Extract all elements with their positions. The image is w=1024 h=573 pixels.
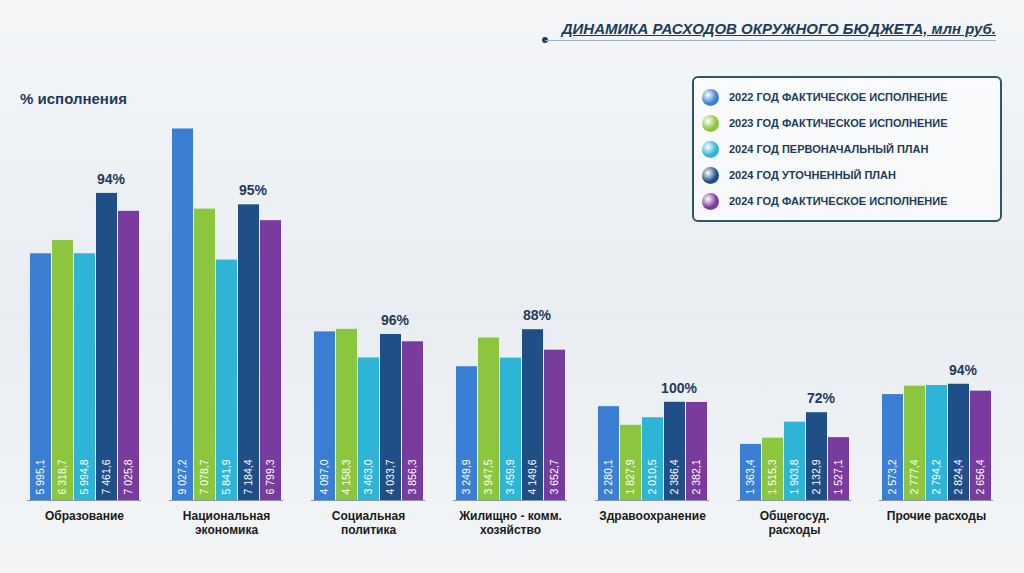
svg-text:2 794,2: 2 794,2 <box>930 459 942 494</box>
svg-text:4 033,7: 4 033,7 <box>384 459 396 494</box>
svg-text:7 461,6: 7 461,6 <box>100 459 112 494</box>
svg-text:2 280,1: 2 280,1 <box>602 459 614 494</box>
svg-text:Общегосуд.расходы: Общегосуд.расходы <box>760 509 830 537</box>
html-text:2024 ГОД ПЕРВОНАЧАЛЬНЫЙ ПЛАН: 2024 ГОД ПЕРВОНАЧАЛЬНЫЙ ПЛАН <box>729 143 929 155</box>
svg-text:1 515,3: 1 515,3 <box>766 459 778 494</box>
svg-text:3 249,9: 3 249,9 <box>460 459 472 494</box>
svg-text:96%: 96% <box>381 312 410 328</box>
svg-text:2 010,5: 2 010,5 <box>646 459 658 494</box>
html-text:% исполнения: % исполнения <box>20 90 127 107</box>
svg-text:4 149,6: 4 149,6 <box>526 459 538 494</box>
svg-text:2 656,4: 2 656,4 <box>974 459 986 494</box>
svg-text:3 459,9: 3 459,9 <box>504 459 516 494</box>
svg-text:5 995,1: 5 995,1 <box>34 459 46 494</box>
svg-text:1 827,9: 1 827,9 <box>624 459 636 494</box>
svg-text:7 078,7: 7 078,7 <box>198 459 210 494</box>
svg-text:6 318,7: 6 318,7 <box>56 459 68 494</box>
svg-text:9 027,2: 9 027,2 <box>176 459 188 494</box>
svg-text:Социальнаяполитика: Социальнаяполитика <box>332 509 405 537</box>
html-text:2022 ГОД ФАКТИЧЕСКОЕ ИСПОЛНЕНИ: 2022 ГОД ФАКТИЧЕСКОЕ ИСПОЛНЕНИЕ <box>729 91 948 103</box>
svg-text:4 097,0: 4 097,0 <box>318 459 330 494</box>
svg-text:Здравоохранение: Здравоохранение <box>599 509 706 523</box>
svg-text:2 573,2: 2 573,2 <box>886 459 898 494</box>
svg-text:4 158,3: 4 158,3 <box>340 459 352 494</box>
svg-text:7 025,8: 7 025,8 <box>122 459 134 494</box>
svg-text:5 994,8: 5 994,8 <box>78 459 90 494</box>
svg-text:3 463,0: 3 463,0 <box>362 459 374 494</box>
svg-text:100%: 100% <box>661 380 697 396</box>
svg-text:88%: 88% <box>523 307 552 323</box>
svg-text:7 184,4: 7 184,4 <box>242 459 254 494</box>
html-text:2023 ГОД ФАКТИЧЕСКОЕ ИСПОЛНЕНИ: 2023 ГОД ФАКТИЧЕСКОЕ ИСПОЛНЕНИЕ <box>729 117 948 129</box>
svg-text:1 527,1: 1 527,1 <box>832 459 844 494</box>
svg-text:94%: 94% <box>949 362 978 378</box>
svg-text:2 382,1: 2 382,1 <box>690 459 702 494</box>
svg-text:Национальнаяэкономика: Национальнаяэкономика <box>183 509 270 537</box>
svg-text:6 799,3: 6 799,3 <box>264 459 276 494</box>
svg-text:2 777,4: 2 777,4 <box>908 459 920 494</box>
svg-text:Жилищно - комм.хозяйство: Жилищно - комм.хозяйство <box>458 509 562 537</box>
svg-text:Образование: Образование <box>45 509 124 523</box>
svg-text:72%: 72% <box>807 390 836 406</box>
svg-text:1 903,8: 1 903,8 <box>788 459 800 494</box>
svg-text:3 947,5: 3 947,5 <box>482 459 494 494</box>
svg-text:2 386,4: 2 386,4 <box>668 459 680 494</box>
svg-text:Прочие расходы: Прочие расходы <box>887 509 986 523</box>
svg-text:2 132,9: 2 132,9 <box>810 459 822 494</box>
svg-text:5 841,9: 5 841,9 <box>220 459 232 494</box>
html-text:2024 ГОД ФАКТИЧЕСКОЕ ИСПОЛНЕНИ: 2024 ГОД ФАКТИЧЕСКОЕ ИСПОЛНЕНИЕ <box>729 195 948 207</box>
html-text:ДИНАМИКА РАСХОДОВ ОКРУЖНОГО БЮ: ДИНАМИКА РАСХОДОВ ОКРУЖНОГО БЮДЖЕТА, млн… <box>561 20 996 37</box>
svg-text:95%: 95% <box>239 182 268 198</box>
html-text:2024 ГОД УТОЧНЕННЫЙ ПЛАН: 2024 ГОД УТОЧНЕННЫЙ ПЛАН <box>729 169 896 181</box>
svg-text:3 856,3: 3 856,3 <box>406 459 418 494</box>
svg-text:94%: 94% <box>97 171 126 187</box>
svg-text:1 363,4: 1 363,4 <box>744 459 756 494</box>
svg-text:3 652,7: 3 652,7 <box>548 459 560 494</box>
svg-text:2 824,4: 2 824,4 <box>952 459 964 494</box>
